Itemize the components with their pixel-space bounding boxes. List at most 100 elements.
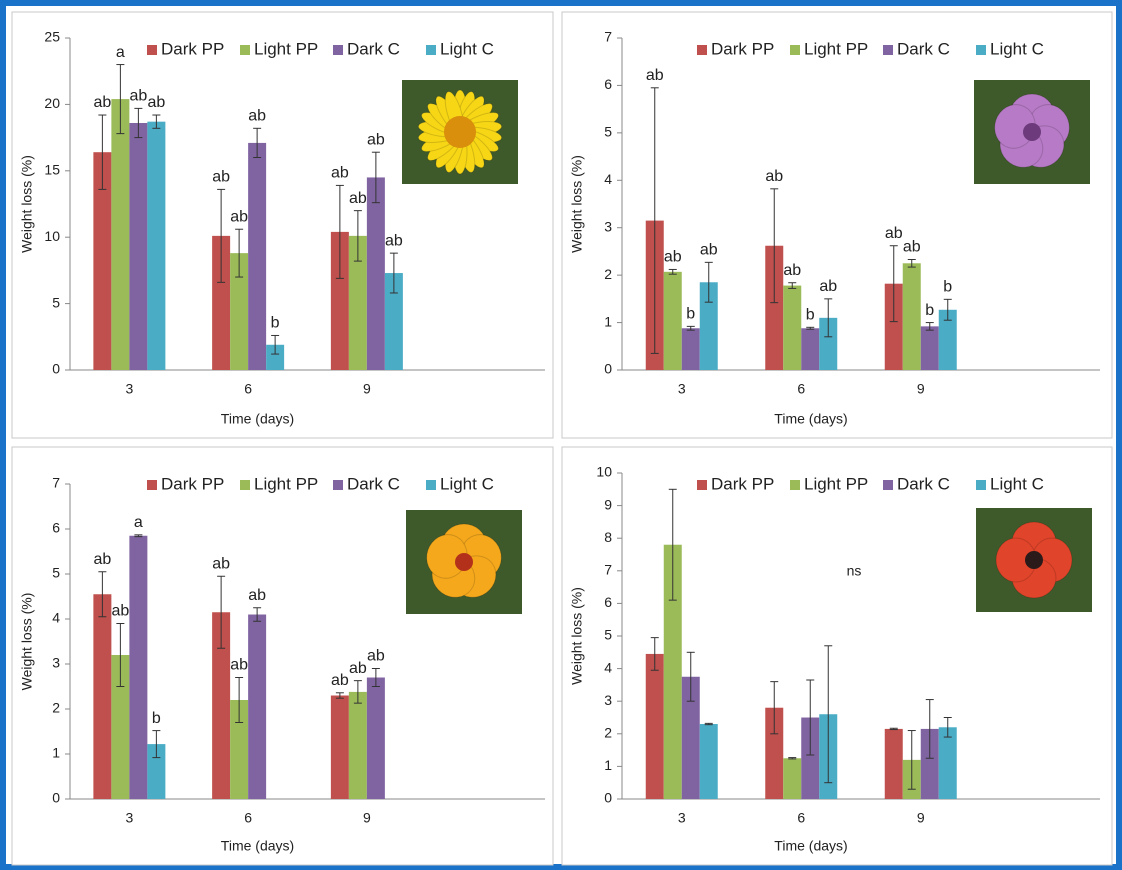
- significance-letter: ab: [212, 555, 230, 572]
- y-tick-label: 7: [604, 29, 612, 45]
- significance-letter: ab: [331, 165, 349, 182]
- y-tick-label: 10: [596, 464, 612, 480]
- bar: [129, 123, 147, 370]
- significance-letter: ab: [331, 672, 349, 689]
- flower-photo: [406, 510, 522, 614]
- legend-swatch: [790, 480, 800, 490]
- legend-label: Light C: [440, 39, 494, 58]
- bar: [111, 99, 129, 370]
- significance-letter: ab: [367, 648, 385, 665]
- x-tick-label: 9: [363, 381, 371, 397]
- chart-panel: 05101520253abaabab6abababb9ababababDark …: [12, 12, 553, 438]
- bar: [248, 615, 266, 800]
- legend-label: Dark C: [897, 39, 950, 58]
- legend-label: Light C: [990, 39, 1044, 58]
- y-tick-label: 10: [44, 228, 60, 244]
- y-tick-label: 7: [604, 562, 612, 578]
- legend-label: Light PP: [804, 39, 868, 58]
- significance-letter: ab: [147, 94, 165, 111]
- x-tick-label: 6: [244, 810, 252, 826]
- y-tick-label: 5: [52, 294, 60, 310]
- significance-letter: ab: [93, 94, 111, 111]
- y-tick-label: 3: [52, 655, 60, 671]
- significance-letter: ab: [230, 208, 248, 225]
- y-axis-title: Weight loss (%): [569, 587, 585, 685]
- legend-swatch: [976, 45, 986, 55]
- bar: [367, 177, 385, 370]
- legend-label: Dark PP: [161, 474, 224, 493]
- bar: [921, 326, 939, 370]
- bar: [801, 328, 819, 370]
- legend-swatch: [697, 45, 707, 55]
- legend-label: Light C: [440, 474, 494, 493]
- x-tick-label: 3: [125, 810, 133, 826]
- legend-swatch: [333, 480, 343, 490]
- x-tick-label: 3: [678, 381, 686, 397]
- y-tick-label: 5: [604, 124, 612, 140]
- bar: [147, 122, 165, 370]
- flower-photo: [974, 80, 1090, 184]
- x-tick-label: 6: [797, 810, 805, 826]
- legend-label: Dark C: [897, 474, 950, 493]
- significance-letter: ab: [349, 660, 367, 677]
- bar: [939, 727, 957, 799]
- x-tick-label: 9: [363, 810, 371, 826]
- y-tick-label: 2: [604, 725, 612, 741]
- legend-swatch: [790, 45, 800, 55]
- x-axis-title: Time (days): [774, 838, 847, 854]
- significance-letter: b: [152, 710, 161, 727]
- y-tick-label: 0: [52, 361, 60, 377]
- significance-letter: ab: [111, 603, 129, 620]
- panel-border: [12, 12, 553, 438]
- x-tick-label: 9: [917, 381, 925, 397]
- x-axis-title: Time (days): [221, 838, 294, 854]
- chart-panel: 012345678910369Dark PPLight PPDark CLigh…: [562, 447, 1112, 865]
- significance-letter: ab: [248, 587, 266, 604]
- flower-center: [455, 553, 473, 571]
- flower-center: [444, 116, 476, 148]
- bar: [903, 263, 921, 370]
- bar: [682, 328, 700, 370]
- legend-swatch: [976, 480, 986, 490]
- y-axis-title: Weight loss (%): [19, 155, 35, 253]
- significance-letter: ab: [367, 131, 385, 148]
- legend-swatch: [426, 480, 436, 490]
- panel-border: [12, 447, 553, 865]
- significance-letter: ab: [385, 232, 403, 249]
- legend-label: Light C: [990, 474, 1044, 493]
- x-tick-label: 3: [125, 381, 133, 397]
- y-tick-label: 25: [44, 29, 60, 45]
- y-tick-label: 20: [44, 95, 60, 111]
- legend-label: Light PP: [254, 39, 318, 58]
- significance-letter: ab: [230, 657, 248, 674]
- significance-letter: b: [271, 315, 280, 332]
- bar: [248, 143, 266, 370]
- y-tick-label: 0: [604, 361, 612, 377]
- bar: [700, 724, 718, 799]
- y-tick-label: 9: [604, 496, 612, 512]
- flower-photo: [976, 508, 1092, 612]
- y-tick-label: 1: [604, 313, 612, 329]
- y-tick-label: 1: [604, 757, 612, 773]
- legend-swatch: [426, 45, 436, 55]
- legend-label: Dark C: [347, 474, 400, 493]
- chart-panel: 012345673ababab6ababab9abababDark PPLigh…: [12, 447, 553, 865]
- y-tick-label: 7: [52, 475, 60, 491]
- legend-label: Dark PP: [161, 39, 224, 58]
- legend-label: Light PP: [254, 474, 318, 493]
- y-tick-label: 8: [604, 529, 612, 545]
- y-tick-label: 6: [52, 520, 60, 536]
- significance-letter: ab: [819, 278, 837, 295]
- bar: [783, 758, 801, 799]
- y-tick-label: 15: [44, 162, 60, 178]
- flower-center: [1025, 551, 1043, 569]
- y-tick-label: 0: [604, 790, 612, 806]
- y-tick-label: 4: [604, 171, 612, 187]
- y-tick-label: 4: [604, 659, 612, 675]
- legend-swatch: [333, 45, 343, 55]
- y-tick-label: 1: [52, 745, 60, 761]
- legend-swatch: [147, 45, 157, 55]
- y-tick-label: 2: [52, 700, 60, 716]
- significance-letter: ab: [93, 551, 111, 568]
- significance-letter: ab: [903, 239, 921, 256]
